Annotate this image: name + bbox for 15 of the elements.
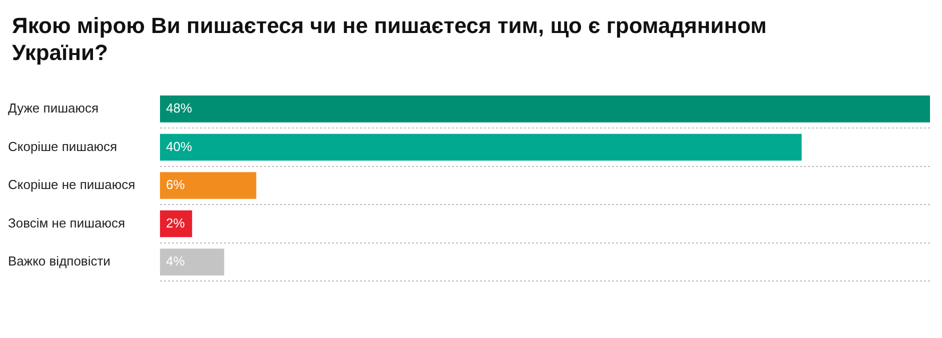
y-tick-label: Дуже пишаюся	[8, 100, 99, 116]
bar	[160, 134, 802, 161]
y-tick-label: Скоріше не пишаюся	[8, 177, 136, 192]
data-label: 48%	[166, 100, 192, 116]
data-label: 2%	[166, 215, 186, 230]
chart-title: Якою мірою Ви пишаєтеся чи не пишаєтеся тим, що є громадянином України?	[11, 12, 768, 67]
data-label: 4%	[166, 254, 186, 269]
y-tick-label: Скоріше пишаюся	[8, 138, 118, 154]
y-tick-label: Важко відповісти	[8, 254, 110, 269]
y-tick-label: Зовсім не пишаюся	[8, 215, 126, 230]
bar	[160, 96, 930, 122]
bar	[160, 248, 224, 276]
data-label: 40%	[166, 138, 192, 154]
data-label: 6%	[166, 177, 186, 192]
bar	[160, 172, 256, 199]
